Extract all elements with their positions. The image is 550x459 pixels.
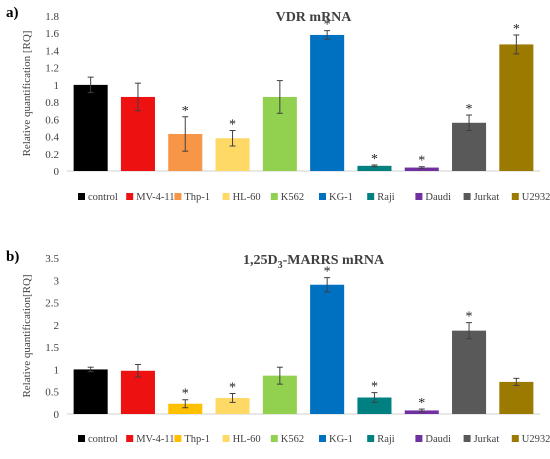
y-tick-label: 0.6 — [45, 114, 59, 126]
significance-marker: * — [371, 380, 378, 395]
y-tick-label: 1.6 — [45, 28, 59, 40]
legend-swatch — [78, 435, 85, 442]
significance-marker: * — [418, 396, 425, 411]
significance-marker: * — [182, 104, 189, 119]
significance-marker: * — [371, 152, 378, 167]
legend-swatch — [463, 435, 471, 442]
legend-swatch — [511, 435, 519, 442]
legend-label: MV-4-11 — [136, 192, 174, 203]
y-tick-label: 0.2 — [45, 149, 59, 161]
y-tick-label: 2 — [54, 320, 60, 332]
y-axis-label: Relative quantification [RQ] — [21, 31, 33, 157]
chart-title: 1,25D3-MARRS mRNA — [243, 253, 385, 271]
significance-marker: * — [513, 22, 520, 37]
legend-label: K562 — [281, 434, 304, 445]
legend-swatch — [78, 193, 85, 200]
significance-marker: * — [466, 310, 473, 325]
legend-swatch — [174, 435, 182, 442]
significance-marker: * — [324, 265, 331, 280]
bar-u2932 — [499, 381, 534, 414]
chart-title-subscript: 3 — [278, 260, 283, 271]
significance-marker: * — [229, 118, 236, 133]
legend-swatch — [367, 193, 375, 200]
significance-marker: * — [466, 102, 473, 117]
chart-title: VDR mRNA — [276, 10, 353, 25]
chart-panel-a: a) VDR mRNA Relative quantification [RQ] 0 0… — [6, 5, 550, 203]
y-tick-label: 3.5 — [45, 253, 59, 265]
bar-daudi — [404, 167, 439, 171]
legend-label: Daudi — [425, 192, 451, 203]
legend-swatch — [319, 193, 326, 200]
legend-swatch — [367, 435, 375, 442]
significance-marker: * — [182, 387, 189, 402]
y-tick-label: 0.4 — [45, 132, 59, 144]
y-tick-label: 2.5 — [45, 298, 59, 310]
y-axis-label: Relative quantification[RQ] — [21, 274, 33, 397]
y-tick-label: 1.2 — [45, 63, 59, 75]
legend-swatch — [126, 193, 134, 200]
y-tick-label: 1.5 — [45, 342, 59, 354]
bar-mv-4-11 — [120, 370, 155, 414]
y-tick-label: 0 — [54, 409, 60, 421]
legend-label: HL-60 — [233, 434, 261, 445]
legend-swatch — [222, 193, 230, 200]
legend-label: Thp-1 — [184, 192, 210, 203]
y-tick-label: 1.4 — [45, 45, 59, 57]
bar-thp-1 — [168, 403, 203, 414]
bar-raji — [357, 397, 392, 414]
legend-swatch — [126, 435, 134, 442]
chart-title-rest: -MARRS mRNA — [283, 253, 385, 268]
legend-label: K562 — [281, 192, 304, 203]
legend-label: MV-4-11 — [136, 434, 174, 445]
significance-marker: * — [418, 154, 425, 169]
panel-label: b) — [6, 249, 19, 265]
legend-label: HL-60 — [233, 192, 261, 203]
bar-control — [73, 84, 108, 171]
legend-label: U2932 — [522, 434, 550, 445]
bar-kg-1 — [310, 284, 345, 414]
legend-swatch — [222, 435, 230, 442]
bar-control — [73, 369, 108, 414]
legend-swatch — [415, 193, 423, 200]
legend-swatch — [511, 193, 519, 200]
bar-hl-60 — [215, 397, 250, 414]
legend-label: Raji — [377, 434, 395, 445]
legend-label: control — [88, 434, 118, 445]
y-tick-label: 1 — [54, 80, 60, 92]
y-tick-label: 0.8 — [45, 97, 59, 109]
bar-u2932 — [499, 44, 534, 171]
bar-jurkat — [452, 330, 487, 414]
legend-swatch — [174, 193, 182, 200]
bar-raji — [357, 165, 392, 171]
panel-label: a) — [6, 5, 19, 21]
legend-swatch — [463, 193, 471, 200]
legend-swatch — [270, 435, 278, 442]
legend-label: Raji — [377, 192, 395, 203]
y-tick-label: 1.8 — [45, 11, 59, 23]
significance-marker: * — [324, 18, 331, 33]
y-tick-label: 3 — [54, 275, 60, 287]
bar-kg-1 — [310, 34, 345, 171]
y-tick-label: 0.5 — [45, 387, 59, 399]
legend-label: Jurkat — [474, 192, 500, 203]
significance-marker: * — [229, 380, 236, 395]
y-tick-label: 1 — [54, 364, 60, 376]
legend-label: KG-1 — [329, 192, 353, 203]
legend-label: U2932 — [522, 192, 550, 203]
legend-label: Jurkat — [474, 434, 500, 445]
legend-label: control — [88, 192, 118, 203]
legend-swatch — [319, 435, 326, 442]
legend-swatch — [270, 193, 278, 200]
legend-label: KG-1 — [329, 434, 353, 445]
legend-label: Daudi — [425, 434, 451, 445]
chart-title-main: 1,25D — [243, 253, 278, 268]
y-tick-label: 0 — [54, 166, 60, 178]
legend-label: Thp-1 — [184, 434, 210, 445]
legend-swatch — [415, 435, 423, 442]
